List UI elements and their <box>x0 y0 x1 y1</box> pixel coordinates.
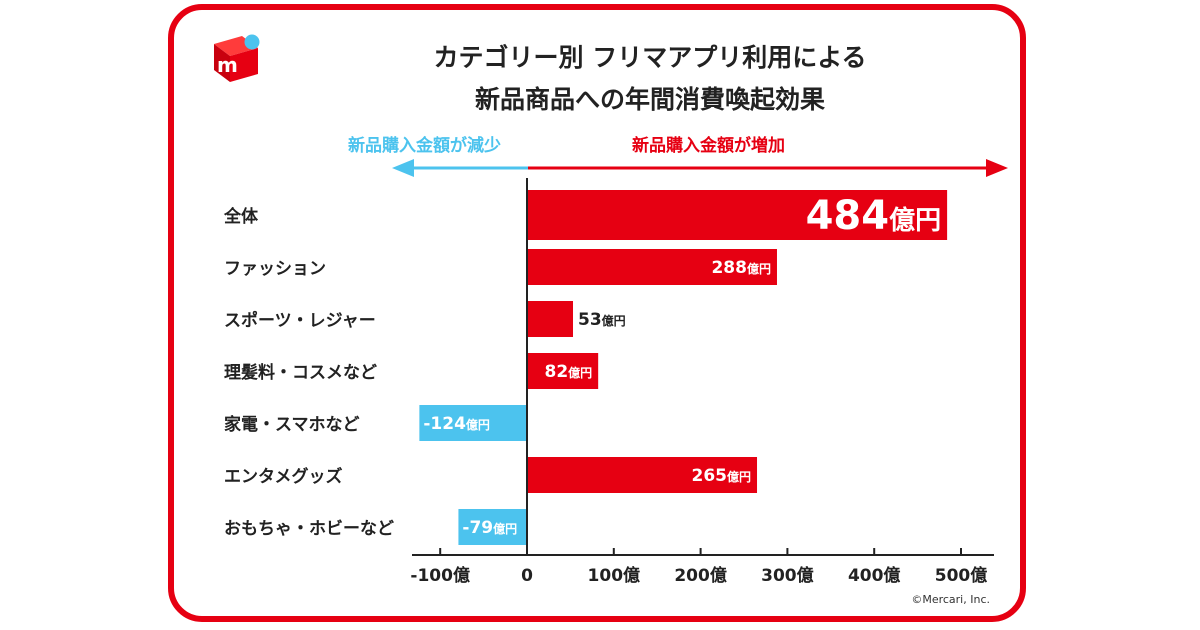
category-label-3: スポーツ・レジャー <box>224 310 376 331</box>
bar-5 <box>419 405 527 441</box>
bar-6 <box>527 457 758 493</box>
x-tick-label-7: 500億 <box>935 565 988 586</box>
mercari-logo-icon: m <box>214 34 260 82</box>
chart-title-line1: カテゴリー別 フリマアプリ利用による <box>433 43 867 72</box>
data-label-2: 288億円 <box>711 258 771 278</box>
x-tick-label-2: 0 <box>521 566 533 586</box>
category-label-1: 全体 <box>223 206 259 227</box>
decrease-direction-label: 新品購入金額が減少 <box>348 136 501 156</box>
category-label-4: 理髪料・コスメなど <box>224 362 377 383</box>
x-tick-label-4: 200億 <box>674 565 727 586</box>
bar-3 <box>527 301 574 337</box>
x-tick-label-3: 100億 <box>588 565 641 586</box>
x-tick-label-6: 400億 <box>848 565 901 586</box>
data-label-5: -124億円 <box>423 414 490 434</box>
category-label-7: おもちゃ・ホビーなど <box>224 519 394 539</box>
bar-1 <box>527 190 948 240</box>
x-tick-label-5: 300億 <box>761 565 814 586</box>
copyright: ©Mercari, Inc. <box>911 593 990 606</box>
data-label-1: 484億円 <box>806 193 942 239</box>
data-label-6: 265億円 <box>692 466 752 486</box>
x-tick-label-1: -100億 <box>410 565 470 586</box>
data-label-7: -79億円 <box>462 518 517 538</box>
increase-arrowhead <box>986 159 1008 177</box>
category-label-5: 家電・スマホなど <box>224 414 360 435</box>
bar-4 <box>527 353 599 389</box>
card-frame <box>168 4 1026 622</box>
category-label-6: エンタメグッズ <box>224 466 343 487</box>
bar-2 <box>527 249 777 285</box>
category-label-2: ファッション <box>224 259 326 279</box>
svg-text:m: m <box>217 53 238 77</box>
data-label-3: 53億円 <box>578 310 626 330</box>
increase-direction-label: 新品購入金額が増加 <box>632 136 785 156</box>
decrease-arrowhead <box>392 159 414 177</box>
data-label-4: 82億円 <box>544 362 592 382</box>
bar-7 <box>458 509 527 545</box>
chart-title-line2: 新品商品への年間消費喚起効果 <box>474 85 825 114</box>
